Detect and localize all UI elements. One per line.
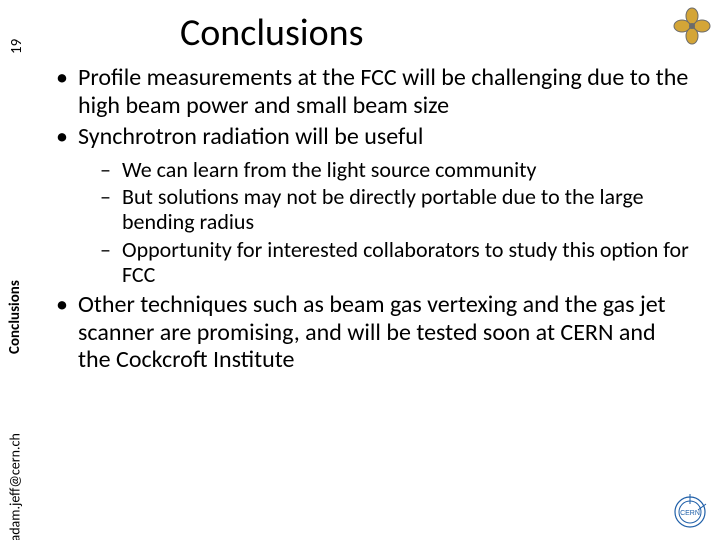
sidebar: 19 Conclusions adam.jeff@cern.ch (0, 0, 30, 540)
bullet-2: Synchrotron radiation will be useful We … (50, 123, 690, 287)
bullet-1: Profile measurements at the FCC will be … (50, 64, 690, 119)
bullet-2-sub-1: We can learn from the light source commu… (98, 157, 690, 182)
sidebar-section-label: Conclusions (6, 224, 24, 354)
bullet-3: Other techniques such as beam gas vertex… (50, 291, 690, 374)
svg-text:CERN: CERN (680, 510, 700, 517)
bullet-2-text: Synchrotron radiation will be useful (78, 122, 423, 151)
quasar-logo-icon (672, 6, 712, 46)
slide-content: Profile measurements at the FCC will be … (50, 64, 690, 378)
page-number: 19 (8, 4, 26, 54)
cern-logo-icon: CERN (668, 490, 712, 534)
slide: 19 Conclusions adam.jeff@cern.ch Conclus… (0, 0, 720, 540)
bullet-2-sub-3: Opportunity for interested collaborators… (98, 237, 690, 288)
sidebar-email: adam.jeff@cern.ch (7, 392, 24, 540)
slide-title: Conclusions (180, 10, 363, 56)
bullet-2-sub-2: But solutions may not be directly portab… (98, 184, 690, 235)
